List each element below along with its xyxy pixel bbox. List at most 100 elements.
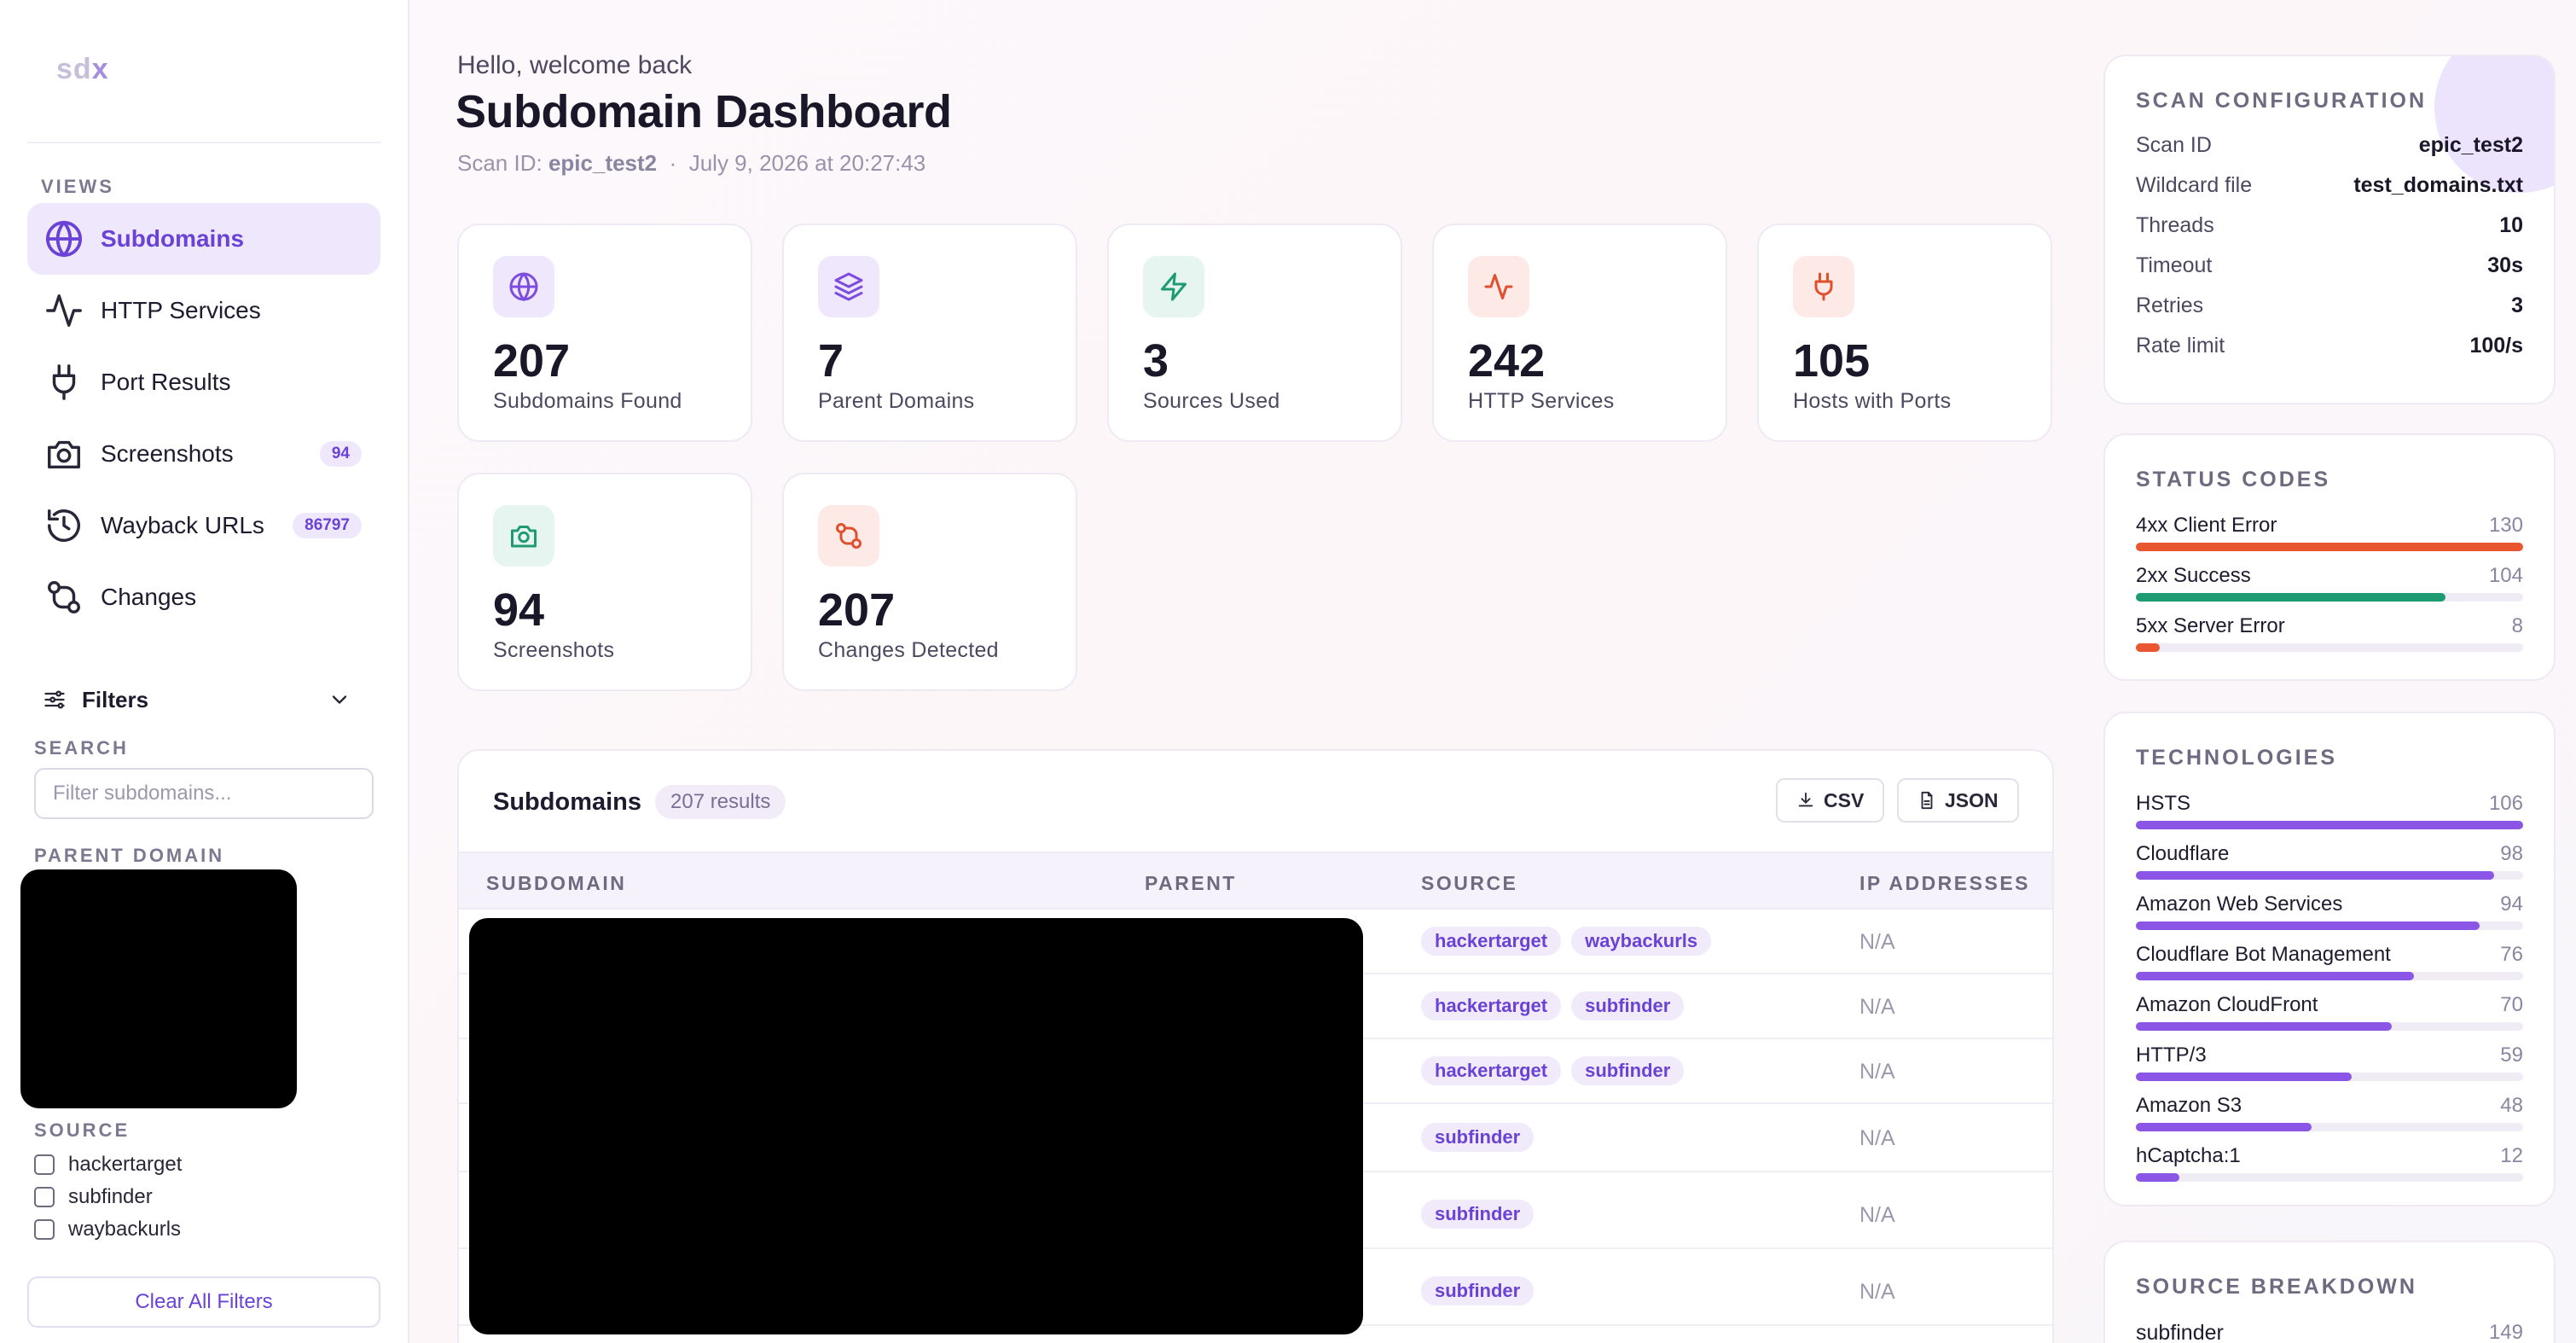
config-row-scan-id: Scan ID epic_test2 — [2136, 133, 2523, 164]
bar-label: 4xx Client Error — [2136, 514, 2277, 537]
bar-value: 12 — [2500, 1144, 2523, 1167]
source-filter-subfinder[interactable]: subfinder — [34, 1181, 182, 1213]
bar-track — [2136, 643, 2523, 652]
checkbox[interactable] — [34, 1154, 55, 1175]
config-row-timeout: Timeout 30s — [2136, 253, 2523, 284]
source-label: SOURCE — [34, 1119, 131, 1141]
source-filter-label: hackertarget — [68, 1153, 183, 1176]
table-header: SUBDOMAIN PARENT SOURCE IP ADDRESSES — [459, 852, 2052, 910]
zap-icon — [1161, 272, 1186, 301]
config-value: 3 — [2511, 294, 2523, 317]
filters-toggle[interactable]: Filters — [43, 683, 367, 717]
sidebar-item-label: Port Results — [101, 369, 231, 395]
stat-card-changes[interactable]: 207 Changes Detected — [782, 473, 1077, 691]
sidebar-item-wayback-urls[interactable]: Wayback URLs 86797 — [27, 490, 380, 561]
views-section-label: VIEWS — [41, 176, 114, 197]
sidebar-item-screenshots[interactable]: Screenshots 94 — [27, 418, 380, 490]
sidebar-item-label: Changes — [101, 584, 197, 610]
stat-label: Parent Domains — [818, 389, 975, 413]
sidebar-item-http-services[interactable]: HTTP Services — [27, 275, 380, 346]
stat-label: Changes Detected — [818, 638, 999, 662]
wayback-count-badge: 86797 — [293, 513, 362, 538]
column-header-ip-addresses[interactable]: IP ADDRESSES — [1859, 872, 2030, 894]
status-bar-row: 4xx Client Error 130 — [2136, 514, 2523, 561]
source-breakdown-card: SOURCE BREAKDOWN subfinder 149 — [2103, 1241, 2556, 1343]
ip-cell: N/A — [1859, 1280, 1895, 1304]
source-tag: subfinder — [1421, 1276, 1535, 1305]
source-count: 149 — [2488, 1321, 2523, 1343]
search-input[interactable] — [34, 768, 374, 819]
source-filter-waybackurls[interactable]: waybackurls — [34, 1213, 182, 1246]
status-codes-title: STATUS CODES — [2136, 468, 2331, 491]
technologies-title: TECHNOLOGIES — [2136, 746, 2338, 770]
sidebar-item-changes[interactable]: Changes — [27, 561, 380, 633]
bar-track — [2136, 1123, 2523, 1131]
tech-bar-row: hCaptcha:1 12 — [2136, 1144, 2523, 1192]
column-header-parent[interactable]: PARENT — [1145, 872, 1237, 894]
stat-card-http-services[interactable]: 242 HTTP Services — [1432, 224, 1727, 442]
table-row[interactable]: hackertarget waybackurls N/A — [459, 910, 2052, 974]
page-title: Subdomain Dashboard — [455, 86, 952, 137]
source-filter-hackertarget[interactable]: hackertarget — [34, 1148, 182, 1181]
scan-separator: · — [669, 150, 677, 176]
git-compare-icon — [48, 581, 80, 613]
tech-bar-row: Amazon S3 48 — [2136, 1094, 2523, 1142]
checkbox[interactable] — [34, 1187, 55, 1207]
stat-card-hosts-with-ports[interactable]: 105 Hosts with Ports — [1757, 224, 2052, 442]
bar-fill — [2136, 1073, 2352, 1081]
stat-card-sources[interactable]: 3 Sources Used — [1107, 224, 1402, 442]
redacted-parent-domain-list — [20, 869, 297, 1108]
checkbox[interactable] — [34, 1219, 55, 1240]
clear-all-filters-button[interactable]: Clear All Filters — [27, 1276, 380, 1328]
config-value: 30s — [2487, 253, 2523, 277]
stat-card-screenshots[interactable]: 94 Screenshots — [457, 473, 752, 691]
stat-icon-box — [818, 505, 879, 567]
layers-icon — [834, 272, 863, 301]
sidebar-item-subdomains[interactable]: Subdomains — [27, 203, 380, 275]
bar-fill — [2136, 643, 2160, 652]
config-row-threads: Threads 10 — [2136, 213, 2523, 244]
config-key: Scan ID — [2136, 133, 2212, 157]
camera-icon — [511, 526, 537, 548]
stat-card-subdomains[interactable]: 207 Subdomains Found — [457, 224, 752, 442]
source-filter-list: hackertarget subfinder waybackurls — [34, 1148, 182, 1246]
plug-icon — [52, 364, 76, 400]
config-row-rate-limit: Rate limit 100/s — [2136, 334, 2523, 364]
scan-configuration-title: SCAN CONFIGURATION — [2136, 89, 2428, 113]
export-json-label: JSON — [1945, 788, 1999, 811]
bar-value: 70 — [2500, 993, 2523, 1016]
config-row-wildcard-file: Wildcard file test_domains.txt — [2136, 173, 2523, 204]
stat-label: Hosts with Ports — [1793, 389, 1952, 413]
stat-value: 105 — [1793, 335, 1871, 387]
sidebar-item-port-results[interactable]: Port Results — [27, 346, 380, 418]
bar-fill — [2136, 972, 2414, 980]
app-logo[interactable]: sdx — [56, 53, 109, 86]
stat-card-parent-domains[interactable]: 7 Parent Domains — [782, 224, 1077, 442]
sidebar-item-label: HTTP Services — [101, 297, 261, 323]
sidebar-item-label: Subdomains — [101, 225, 245, 252]
source-tag: subfinder — [1421, 1123, 1535, 1152]
source-tag: hackertarget — [1421, 991, 1562, 1020]
bar-fill — [2136, 593, 2446, 602]
export-json-button[interactable]: JSON — [1897, 778, 2019, 823]
stat-value: 3 — [1143, 335, 1169, 387]
config-key: Timeout — [2136, 253, 2213, 277]
greeting: Hello, welcome back — [457, 51, 693, 79]
config-value: 100/s — [2469, 334, 2523, 358]
export-csv-button[interactable]: CSV — [1776, 778, 1885, 823]
bar-value: 59 — [2500, 1044, 2523, 1067]
column-header-subdomain[interactable]: SUBDOMAIN — [486, 872, 627, 894]
tech-bar-row: HTTP/3 59 — [2136, 1044, 2523, 1091]
stat-value: 94 — [493, 584, 545, 636]
column-header-source[interactable]: SOURCE — [1421, 872, 1518, 894]
bar-label: Cloudflare Bot Management — [2136, 943, 2391, 966]
status-codes-card: STATUS CODES 4xx Client Error 130 2xx Su… — [2103, 433, 2556, 681]
stat-icon-box — [493, 505, 554, 567]
bar-fill — [2136, 1022, 2392, 1031]
plug-icon — [1814, 272, 1833, 301]
history-icon — [48, 509, 80, 542]
redacted-subdomain-column — [469, 918, 1363, 1334]
source-cell: subfinder — [1421, 1200, 1544, 1229]
source-cell: subfinder — [1421, 1276, 1544, 1305]
bar-fill — [2136, 921, 2480, 930]
